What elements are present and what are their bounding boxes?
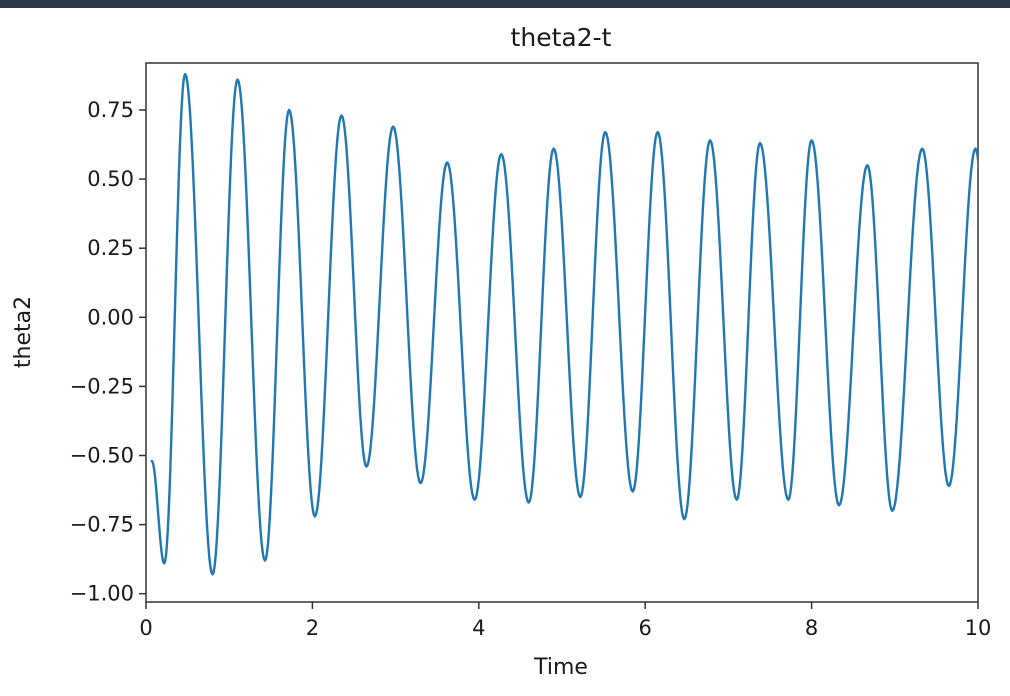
y-tick-label: −1.00 bbox=[70, 582, 134, 606]
y-tick-label: −0.50 bbox=[70, 444, 134, 468]
x-axis: 0 2 4 6 8 10 bbox=[139, 602, 991, 640]
y-tick-label: 0.25 bbox=[87, 236, 134, 260]
y-axis: 0.75 0.50 0.25 0.00 −0.25 −0.50 −0.75 −1.00 bbox=[70, 98, 146, 606]
y-tick-label: 0.50 bbox=[87, 167, 134, 191]
x-tick-label: 10 bbox=[965, 616, 992, 640]
y-axis-label: theta2 bbox=[11, 296, 36, 368]
x-tick-label: 8 bbox=[805, 616, 818, 640]
x-tick-label: 6 bbox=[639, 616, 652, 640]
x-tick-label: 4 bbox=[472, 616, 485, 640]
series-line-theta2 bbox=[150, 72, 978, 576]
window-top-strip bbox=[0, 0, 1010, 8]
y-tick-label: −0.75 bbox=[70, 513, 134, 537]
y-tick-label: 0.75 bbox=[87, 98, 134, 122]
x-axis-label: Time bbox=[533, 655, 588, 680]
x-tick-label: 0 bbox=[139, 616, 152, 640]
chart-title: theta2-t bbox=[511, 23, 612, 52]
y-tick-label: −0.25 bbox=[70, 374, 134, 398]
x-tick-label: 2 bbox=[306, 616, 319, 640]
y-tick-label: 0.00 bbox=[87, 305, 134, 329]
